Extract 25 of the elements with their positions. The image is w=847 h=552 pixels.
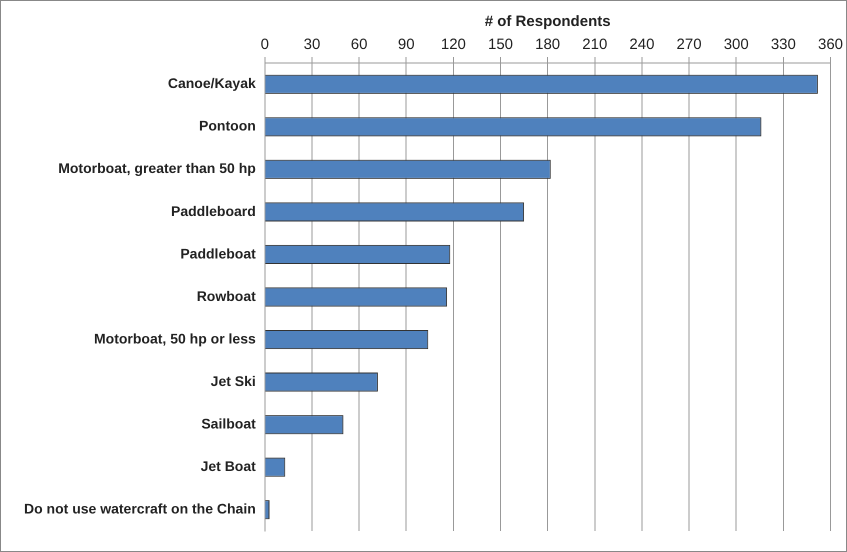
y-tick-label: Jet Ski (210, 372, 256, 389)
x-tick-label: 120 (440, 36, 466, 54)
y-tick-label: Sailboat (201, 415, 256, 432)
y-tick-label: Pontoon (199, 118, 256, 134)
x-tick-label: 240 (629, 36, 654, 54)
x-tick-label: 0 (260, 36, 269, 54)
y-tick-label: Jet Boat (200, 458, 256, 474)
y-tick-label: Paddleboard (171, 202, 256, 219)
x-tick-label: 60 (350, 36, 368, 54)
x-tick-label: 360 (818, 36, 843, 54)
y-tick-label: Do not use watercraft on the Chain (24, 500, 256, 517)
y-tick-label: Rowboat (196, 288, 256, 304)
x-tick-label: 30 (304, 36, 320, 54)
x-tick-label: 210 (582, 36, 608, 54)
x-tick-label: 180 (535, 36, 560, 54)
x-tick-label: 90 (398, 36, 415, 54)
x-axis-title: # of Respondents (484, 13, 611, 30)
y-tick-label: Motorboat, greater than 50 hp (58, 160, 256, 176)
x-tick-label: 300 (724, 36, 749, 54)
y-tick-label: Paddleboat (180, 245, 256, 262)
y-tick-label: Canoe/Kayak (168, 75, 256, 92)
y-tick-label: Motorboat, 50 hp or less (94, 330, 256, 346)
x-tick-label: 150 (488, 36, 514, 54)
x-tick-label: 330 (770, 36, 796, 54)
x-tick-label: 270 (676, 36, 702, 54)
